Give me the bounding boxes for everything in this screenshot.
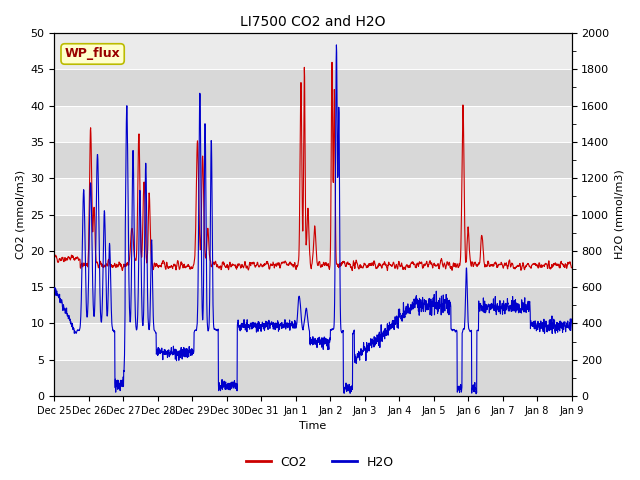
Bar bbox=[54, 69, 572, 106]
Bar bbox=[54, 287, 572, 324]
Title: LI7500 CO2 and H2O: LI7500 CO2 and H2O bbox=[240, 15, 386, 29]
Bar bbox=[54, 142, 572, 178]
Bar bbox=[54, 106, 572, 142]
Bar bbox=[54, 215, 572, 251]
Bar bbox=[54, 324, 572, 360]
Text: WP_flux: WP_flux bbox=[65, 48, 120, 60]
Bar bbox=[54, 33, 572, 69]
X-axis label: Time: Time bbox=[300, 421, 326, 432]
Legend: CO2, H2O: CO2, H2O bbox=[241, 451, 399, 474]
Y-axis label: CO2 (mmol/m3): CO2 (mmol/m3) bbox=[15, 170, 25, 259]
Bar bbox=[54, 360, 572, 396]
Bar bbox=[54, 178, 572, 215]
Bar bbox=[54, 251, 572, 287]
Y-axis label: H2O (mmol/m3): H2O (mmol/m3) bbox=[615, 169, 625, 259]
